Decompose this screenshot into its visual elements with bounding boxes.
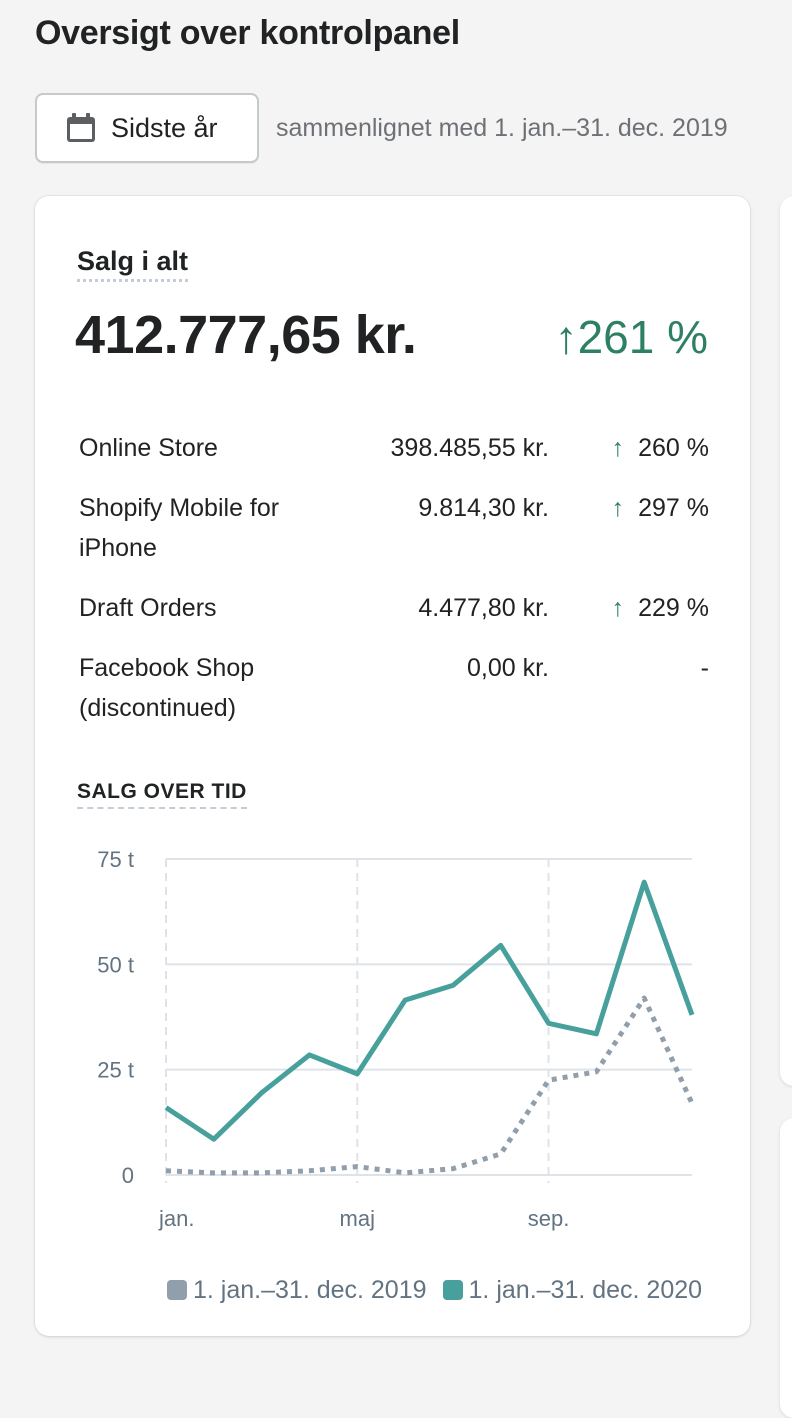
legend-item[interactable]: 1. jan.–31. dec. 2020: [443, 1276, 703, 1305]
x-tick-label: maj: [340, 1206, 375, 1231]
y-tick-label: 0: [122, 1163, 134, 1188]
x-tick-label: sep.: [528, 1206, 570, 1231]
y-tick-label: 25 t: [97, 1058, 134, 1083]
calendar-icon: [65, 112, 97, 144]
date-range-label: Sidste år: [111, 113, 218, 144]
total-sales-card: Salg i alt 412.777,65 kr. ↑261 % Online …: [35, 196, 750, 1336]
sales-chart: 0 25 t 50 t 75 t jan. maj sep.: [35, 196, 750, 1296]
series-line-2020: [166, 882, 692, 1139]
date-range-button[interactable]: Sidste år: [35, 93, 259, 163]
chart-legend: 1. jan.–31. dec. 2019 1. jan.–31. dec. 20…: [167, 1276, 702, 1305]
series-line-2019: [166, 998, 692, 1173]
x-tick-label: jan.: [158, 1206, 194, 1231]
side-card: [780, 196, 792, 1086]
legend-swatch: [167, 1280, 187, 1300]
page-title: Oversigt over kontrolpanel: [35, 14, 460, 53]
legend-item[interactable]: 1. jan.–31. dec. 2019: [167, 1276, 427, 1305]
side-card-lower: [780, 1118, 792, 1418]
legend-swatch: [443, 1280, 463, 1300]
y-tick-label: 50 t: [97, 952, 134, 977]
comparison-text: sammenlignet med 1. jan.–31. dec. 2019: [276, 114, 728, 143]
y-tick-label: 75 t: [97, 847, 134, 872]
